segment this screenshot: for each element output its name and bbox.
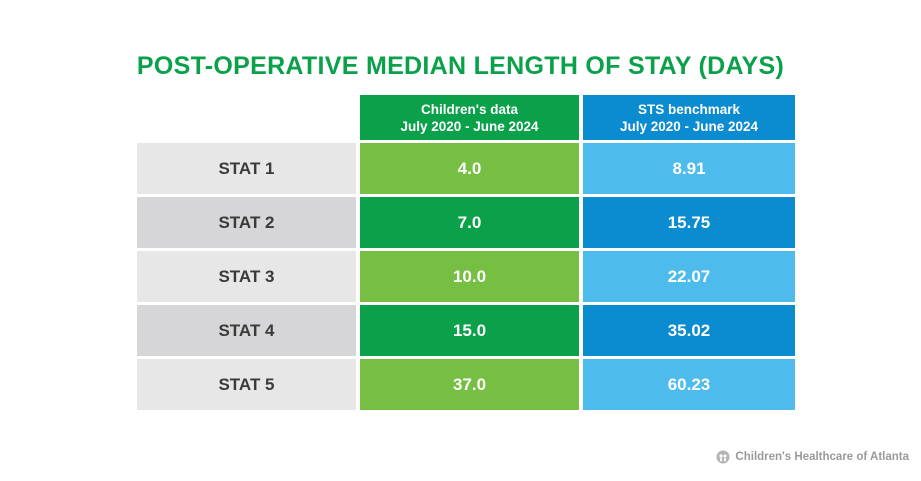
sts-value: 8.91 [583,143,795,194]
childrens-logo-icon [716,450,730,464]
row-label: STAT 4 [137,305,356,356]
sts-value: 15.75 [583,197,795,248]
childrens-value: 15.0 [360,305,579,356]
row-label: STAT 1 [137,143,356,194]
sts-value: 22.07 [583,251,795,302]
row-label: STAT 5 [137,359,356,410]
header-childrens: Children's data July 2020 - June 2024 [360,95,579,140]
header-sts-line2: July 2020 - June 2024 [619,118,759,134]
footer-brand: Children's Healthcare of Atlanta [716,450,909,464]
data-table: Children's data July 2020 - June 2024 ST… [137,95,795,410]
footer-brand-text: Children's Healthcare of Atlanta [735,451,909,463]
row-label: STAT 3 [137,251,356,302]
row-label: STAT 2 [137,197,356,248]
header-childrens-line2: July 2020 - June 2024 [400,118,539,134]
sts-value: 35.02 [583,305,795,356]
header-sts-line1: STS benchmark [637,101,741,117]
childrens-value: 4.0 [360,143,579,194]
sts-value: 60.23 [583,359,795,410]
childrens-value: 10.0 [360,251,579,302]
childrens-value: 7.0 [360,197,579,248]
header-empty-cell [137,95,356,140]
chart-title: POST-OPERATIVE MEDIAN LENGTH OF STAY (DA… [136,52,785,80]
header-childrens-line1: Children's data [421,101,518,117]
childrens-value: 37.0 [360,359,579,410]
header-sts: STS benchmark July 2020 - June 2024 [583,95,795,140]
